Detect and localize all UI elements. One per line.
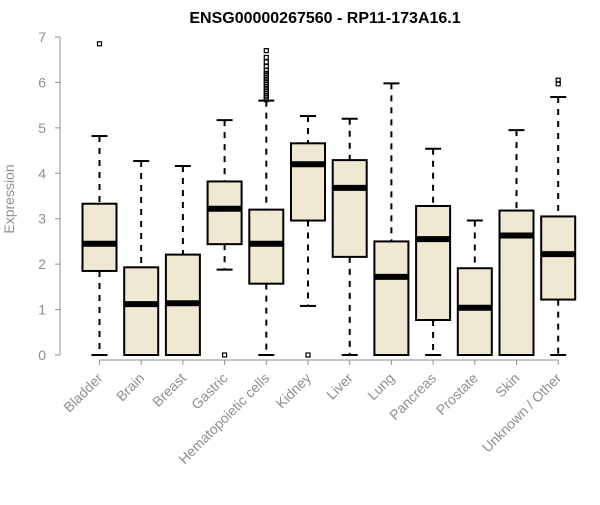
y-tick-label: 0 — [38, 347, 46, 363]
box — [206, 180, 243, 246]
box — [373, 240, 410, 356]
box — [123, 266, 160, 356]
y-axis-title: Expression — [1, 164, 17, 233]
outlier-point — [263, 48, 269, 54]
box-group — [290, 115, 326, 358]
outlier-point — [305, 352, 311, 358]
box-group — [164, 165, 201, 356]
outlier-point — [96, 41, 103, 47]
box-group — [331, 117, 368, 356]
outlier-point — [263, 70, 269, 76]
y-tick-label: 2 — [38, 256, 46, 272]
box-group — [498, 129, 535, 356]
box — [81, 202, 118, 272]
x-tick-label: Kidney — [273, 370, 315, 412]
x-tick-label: Brain — [113, 370, 147, 404]
box — [456, 267, 493, 356]
box-group — [81, 41, 118, 356]
box-group — [540, 77, 577, 356]
outlier-point — [263, 54, 269, 61]
y-tick-label: 4 — [38, 165, 46, 181]
x-tick-label: Breast — [149, 370, 189, 410]
x-tick-label: Bladder — [60, 370, 106, 416]
outlier-point — [555, 77, 561, 83]
outlier-point — [222, 352, 228, 358]
box-group — [373, 82, 410, 356]
outlier-point — [263, 59, 269, 65]
box — [290, 142, 326, 222]
x-tick-label: Unknown / Other — [479, 370, 565, 456]
box-group — [206, 119, 243, 358]
box — [498, 209, 535, 356]
box-group — [456, 219, 493, 356]
x-tick-label: Prostate — [433, 370, 481, 418]
x-tick-label: Lung — [364, 370, 397, 403]
plot-area — [81, 41, 577, 358]
box-group — [123, 160, 160, 356]
y-tick-label: 7 — [38, 29, 46, 45]
box — [540, 215, 577, 301]
chart-title: ENSG00000267560 - RP11-173A16.1 — [189, 10, 460, 27]
box-group — [248, 48, 285, 356]
box — [331, 159, 368, 258]
box-group — [415, 147, 452, 356]
y-tick-label: 1 — [38, 302, 46, 318]
box — [415, 204, 452, 322]
y-tick-label: 3 — [38, 211, 46, 227]
y-tick-label: 5 — [38, 120, 46, 136]
x-tick-label: Liver — [323, 370, 356, 403]
outlier-point — [263, 63, 269, 70]
y-axis: 0 1 2 3 4 5 6 7 — [38, 29, 61, 363]
x-tick-label: Skin — [492, 370, 523, 401]
y-tick-label: 6 — [38, 74, 46, 90]
